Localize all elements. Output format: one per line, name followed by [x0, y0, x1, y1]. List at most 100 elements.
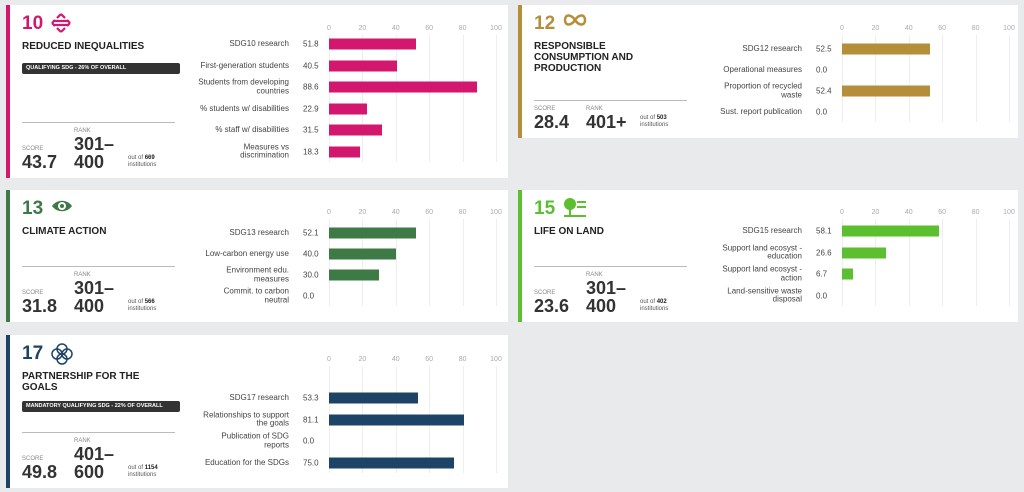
- grid-line: [975, 219, 977, 306]
- qualifying-badge: MANDATORY QUALIFYING SDG - 22% OF OVERAL…: [22, 401, 180, 412]
- sdg-title: RESPONSIBLE CONSUMPTION AND PRODUCTION: [534, 41, 634, 74]
- score-block: SCORE 43.7: [22, 146, 74, 171]
- institutions-text: institutions: [640, 122, 669, 128]
- value-label: 0.0: [816, 107, 828, 117]
- grid-line: [975, 35, 977, 122]
- institutions-text: institutions: [128, 162, 157, 168]
- value-label: 0.0: [303, 291, 315, 301]
- sdg-number: 10: [22, 13, 44, 34]
- x-tick-label: 80: [971, 209, 980, 216]
- sdg-icon: [50, 197, 74, 220]
- x-tick-label: 20: [871, 25, 880, 32]
- institutions-text: institutions: [640, 306, 669, 312]
- category-label: % staff w/ disabilities: [215, 124, 289, 134]
- sdg-card: 10 REDUCED INEQUALITIES QUALIFYING SDG - 2…: [6, 5, 508, 178]
- value-label: 30.0: [303, 270, 319, 280]
- grid-line: [1009, 219, 1010, 306]
- bar: [329, 227, 416, 239]
- bar: [329, 60, 397, 71]
- rank-block: RANK 301–400: [74, 128, 118, 171]
- category-label: Support land ecosyst - action: [722, 264, 802, 282]
- out-of: out of 566 institutions: [128, 299, 170, 313]
- x-tick-label: 80: [458, 356, 467, 363]
- out-of-text: out of: [128, 465, 144, 471]
- score-label: SCORE: [22, 146, 44, 152]
- out-of-text: out of: [128, 299, 144, 305]
- category-label: Support land ecosyst - education: [722, 243, 802, 261]
- grid-line: [329, 35, 330, 162]
- bar: [329, 103, 368, 114]
- out-of: out of 1154 institutions: [128, 465, 170, 479]
- category-label: SDG15 research: [742, 225, 802, 235]
- institutions-text: institutions: [128, 306, 157, 312]
- value-label: 0.0: [816, 291, 828, 300]
- x-tick-label: 0: [840, 25, 844, 32]
- x-tick-label: 60: [938, 25, 947, 32]
- x-tick-label: 0: [840, 209, 844, 216]
- category-label: SDG13 research: [229, 227, 289, 237]
- rank-label: RANK: [74, 272, 91, 278]
- qualifying-badge: QUALIFYING SDG - 26% OF OVERALL: [22, 63, 180, 74]
- x-tick-label: 100: [1003, 209, 1015, 216]
- category-label: Students from developing countries: [198, 77, 289, 95]
- category-label: Low-carbon energy use: [205, 248, 289, 258]
- x-tick-label: 20: [358, 356, 367, 363]
- score-block: SCORE 31.8: [22, 290, 74, 315]
- x-tick-label: 0: [327, 25, 331, 32]
- bar: [329, 392, 418, 404]
- rank-value: 301–400: [586, 278, 627, 316]
- value-label: 51.8: [303, 39, 319, 49]
- category-label: Commit. to carbon neutral: [223, 286, 289, 304]
- score-rank: SCORE 43.7 RANK 301–400 out of 669 instituti…: [22, 122, 175, 171]
- sdg-icon: [562, 197, 588, 224]
- category-label: Sust. report publication: [720, 106, 802, 116]
- grid-line: [429, 35, 431, 162]
- category-label: SDG17 research: [229, 392, 289, 402]
- score-block: SCORE 49.8: [22, 456, 74, 481]
- value-label: 6.7: [816, 269, 828, 279]
- institution-count: 503: [656, 115, 667, 121]
- category-label: Measures vs discrimination: [240, 142, 289, 160]
- score-label: SCORE: [22, 456, 44, 462]
- out-of: out of 669 institutions: [128, 155, 170, 169]
- score-value: 49.8: [22, 462, 58, 482]
- grid-line: [496, 35, 497, 162]
- grid-line: [362, 35, 364, 162]
- bar: [842, 43, 930, 55]
- score-block: SCORE 28.4: [534, 106, 586, 131]
- bar: [329, 81, 477, 93]
- value-label: 88.6: [303, 82, 319, 92]
- x-tick-label: 60: [938, 209, 947, 216]
- grid-line: [1009, 35, 1010, 122]
- x-tick-label: 40: [904, 209, 913, 216]
- out-of-text: out of: [640, 115, 656, 121]
- value-label: 31.5: [303, 125, 319, 135]
- institution-count: 669: [144, 155, 155, 161]
- x-tick-label: 100: [490, 356, 502, 363]
- category-label: SDG12 research: [742, 43, 802, 53]
- score-block: SCORE 23.6: [534, 290, 586, 315]
- category-label: Publication of SDG reports: [221, 431, 289, 449]
- bar: [329, 124, 382, 136]
- x-tick-label: 80: [458, 25, 467, 32]
- sdg-number: 12: [534, 13, 556, 34]
- x-tick-label: 100: [490, 25, 502, 32]
- x-tick-label: 20: [358, 25, 367, 32]
- grid-line: [942, 219, 944, 306]
- grid-line: [496, 219, 497, 306]
- category-label: SDG10 research: [229, 38, 289, 48]
- score-rank: SCORE 23.6 RANK 301–400 out of 402 instituti…: [534, 266, 687, 315]
- value-label: 58.1: [816, 226, 832, 236]
- x-tick-label: 20: [871, 209, 880, 216]
- x-tick-label: 100: [490, 209, 502, 216]
- value-label: 52.1: [303, 228, 319, 238]
- score-value: 31.8: [22, 296, 58, 316]
- score-label: SCORE: [22, 290, 44, 296]
- value-label: 75.0: [303, 458, 319, 467]
- value-label: 26.6: [816, 248, 832, 257]
- bar: [842, 268, 854, 280]
- sdg-card: 15 LIFE ON LAND SCORE 23.6 RANK 301–400 out of…: [518, 190, 1018, 322]
- x-tick-label: 20: [358, 209, 367, 216]
- x-tick-label: 40: [904, 25, 913, 32]
